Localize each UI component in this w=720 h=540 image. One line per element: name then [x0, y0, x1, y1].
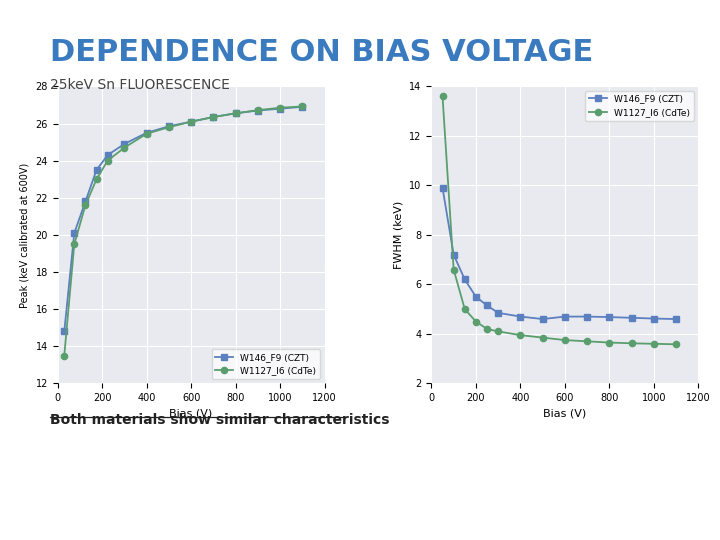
W146_F9 (CZT) [276, 105, 284, 112]
W146_F9 (CZT) [605, 314, 613, 320]
W146_F9 (CZT) [482, 302, 491, 309]
Line: W146_F9 (CZT): W146_F9 (CZT) [439, 185, 679, 322]
Legend: W146_F9 (CZT), W1127_I6 (CdTe): W146_F9 (CZT), W1127_I6 (CdTe) [212, 349, 320, 379]
Line: W146_F9 (CZT): W146_F9 (CZT) [61, 104, 305, 335]
W1127_I6 (CdTe) [104, 158, 112, 164]
W146_F9 (CZT) [81, 198, 90, 205]
W1127_I6 (CdTe) [298, 103, 307, 110]
W146_F9 (CZT) [627, 315, 636, 321]
W1127_I6 (CdTe) [627, 340, 636, 347]
W146_F9 (CZT) [438, 185, 447, 191]
W1127_I6 (CdTe) [120, 144, 129, 151]
Line: W1127_I6 (CdTe): W1127_I6 (CdTe) [61, 103, 305, 359]
W146_F9 (CZT) [461, 276, 469, 283]
W1127_I6 (CdTe) [186, 118, 195, 125]
W1127_I6 (CdTe) [449, 266, 458, 273]
W146_F9 (CZT) [104, 152, 112, 158]
Y-axis label: FWHM (keV): FWHM (keV) [394, 201, 404, 269]
W1127_I6 (CdTe) [461, 306, 469, 312]
Text: DEPENDENCE ON BIAS VOLTAGE: DEPENDENCE ON BIAS VOLTAGE [50, 38, 594, 67]
W146_F9 (CZT) [120, 141, 129, 147]
W146_F9 (CZT) [472, 294, 480, 300]
W1127_I6 (CdTe) [561, 337, 570, 343]
W1127_I6 (CdTe) [605, 339, 613, 346]
W146_F9 (CZT) [209, 114, 217, 120]
W146_F9 (CZT) [561, 313, 570, 320]
W146_F9 (CZT) [143, 130, 151, 136]
W1127_I6 (CdTe) [472, 318, 480, 325]
W146_F9 (CZT) [70, 230, 78, 237]
W1127_I6 (CdTe) [253, 107, 262, 113]
W1127_I6 (CdTe) [438, 93, 447, 99]
W146_F9 (CZT) [494, 309, 503, 316]
W1127_I6 (CdTe) [70, 241, 78, 247]
W1127_I6 (CdTe) [231, 110, 240, 117]
W146_F9 (CZT) [516, 313, 525, 320]
W146_F9 (CZT) [649, 315, 658, 322]
Legend: W146_F9 (CZT), W1127_I6 (CdTe): W146_F9 (CZT), W1127_I6 (CdTe) [585, 91, 694, 120]
W1127_I6 (CdTe) [582, 338, 591, 345]
W146_F9 (CZT) [186, 118, 195, 125]
X-axis label: Bias (V): Bias (V) [169, 409, 212, 419]
W146_F9 (CZT) [582, 313, 591, 320]
W1127_I6 (CdTe) [494, 328, 503, 335]
W146_F9 (CZT) [60, 328, 68, 335]
W146_F9 (CZT) [539, 316, 547, 322]
Line: W1127_I6 (CdTe): W1127_I6 (CdTe) [439, 93, 679, 347]
W1127_I6 (CdTe) [482, 326, 491, 332]
W146_F9 (CZT) [449, 252, 458, 258]
W1127_I6 (CdTe) [539, 334, 547, 341]
W1127_I6 (CdTe) [81, 202, 90, 208]
W146_F9 (CZT) [672, 316, 680, 322]
Text: Both materials show similar characteristics: Both materials show similar characterist… [50, 413, 390, 427]
Text: 25keV Sn FLUORESCENCE: 25keV Sn FLUORESCENCE [50, 78, 230, 92]
W1127_I6 (CdTe) [672, 341, 680, 348]
W146_F9 (CZT) [253, 107, 262, 114]
W1127_I6 (CdTe) [276, 105, 284, 111]
W1127_I6 (CdTe) [143, 131, 151, 137]
W1127_I6 (CdTe) [92, 176, 101, 183]
W146_F9 (CZT) [231, 110, 240, 117]
X-axis label: Bias (V): Bias (V) [544, 409, 587, 419]
W146_F9 (CZT) [165, 123, 174, 130]
W146_F9 (CZT) [92, 167, 101, 173]
Y-axis label: Peak (keV calibrated at 600V): Peak (keV calibrated at 600V) [20, 163, 30, 307]
W1127_I6 (CdTe) [209, 114, 217, 120]
W1127_I6 (CdTe) [649, 341, 658, 347]
W1127_I6 (CdTe) [516, 332, 525, 339]
W146_F9 (CZT) [298, 104, 307, 110]
W1127_I6 (CdTe) [60, 352, 68, 359]
W1127_I6 (CdTe) [165, 124, 174, 131]
